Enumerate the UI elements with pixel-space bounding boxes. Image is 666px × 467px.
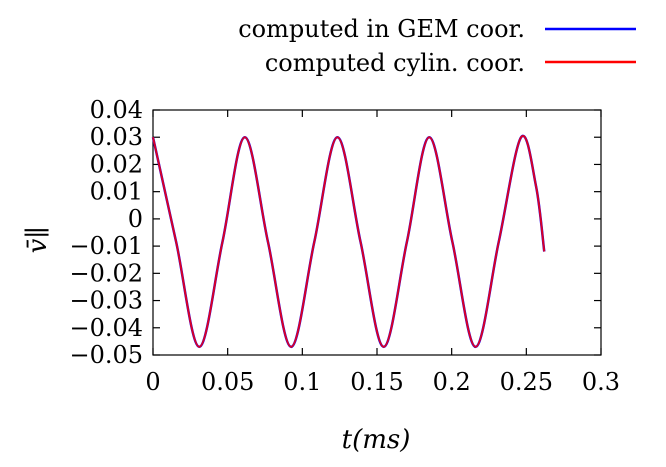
y-tick-label: 0 — [128, 205, 143, 233]
x-tick-label: 0 — [145, 368, 160, 396]
y-tick-label: 0.04 — [90, 96, 143, 124]
y-tick-label: −0.03 — [69, 287, 143, 315]
y-tick-label: −0.05 — [69, 341, 143, 369]
x-tick-label: 0.05 — [201, 368, 254, 396]
series-layer — [151, 134, 546, 349]
x-tick-label: 0.2 — [433, 368, 471, 396]
x-tick-label: 0.1 — [283, 368, 321, 396]
y-tick-label: 0.03 — [90, 123, 143, 151]
y-tick-label: 0.01 — [90, 178, 143, 206]
plot-frame — [152, 109, 602, 356]
x-tick-label: 0.15 — [350, 368, 403, 396]
y-tick-label: −0.02 — [69, 259, 143, 287]
y-tick-label: −0.04 — [69, 314, 143, 342]
series-line-cylin — [152, 134, 546, 348]
x-tick-label: 0.25 — [500, 368, 553, 396]
y-tick-label: 0.02 — [90, 150, 143, 178]
ticks: 0 0.05 0.1 0.15 0.2 0.25 0.30.040.030.020.010−… — [69, 96, 620, 396]
legend-label-gem: computed in GEM coor. — [238, 15, 525, 43]
legend: computed in GEM coor. computed cylin. co… — [238, 15, 636, 77]
legend-label-cylin: computed cylin. coor. — [265, 49, 525, 77]
y-axis-label: v̄∥ — [23, 227, 53, 254]
x-tick-label: 0.3 — [582, 368, 620, 396]
y-tick-label: −0.01 — [69, 232, 143, 260]
x-axis-label: t(ms) — [342, 425, 411, 455]
